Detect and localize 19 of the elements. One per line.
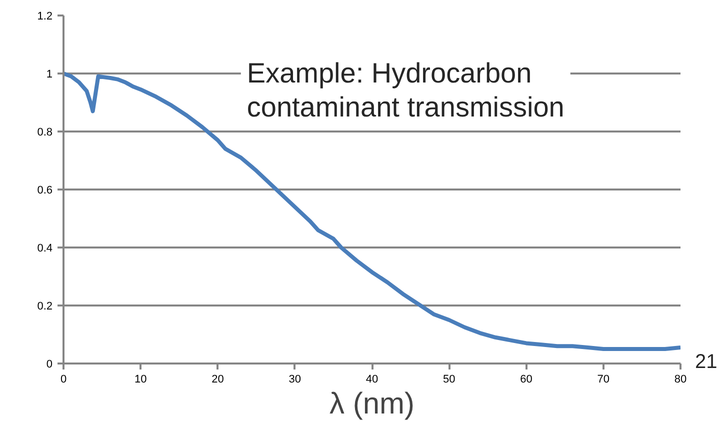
text: 21	[695, 350, 718, 375]
x-tick-label: 50	[443, 374, 456, 386]
x-tick-label: 70	[597, 374, 610, 386]
x-tick-label: 80	[674, 374, 687, 386]
x-tick-label: 30	[288, 374, 302, 386]
x-tick-label: 20	[212, 374, 224, 386]
y-tick-label: 0	[46, 358, 53, 370]
x-axis-title: λ (nm)	[330, 388, 415, 420]
y-tick-label: 0.8	[37, 126, 53, 138]
y-tick-label: 0.2	[37, 300, 53, 312]
y-tick-label: 1	[46, 68, 53, 80]
y-tick-label: 0.6	[37, 184, 53, 196]
x-tick-label: 0	[60, 374, 67, 386]
y-tick-label: 0.4	[37, 242, 53, 254]
x-tick-label: 60	[520, 374, 532, 386]
x-tick-label: 10	[134, 374, 147, 386]
annotation: Example: Hydrocarbon contaminant transmission	[246, 58, 564, 123]
x-tick-label: 40	[366, 374, 378, 386]
y-tick-label: 1.2	[37, 10, 53, 22]
